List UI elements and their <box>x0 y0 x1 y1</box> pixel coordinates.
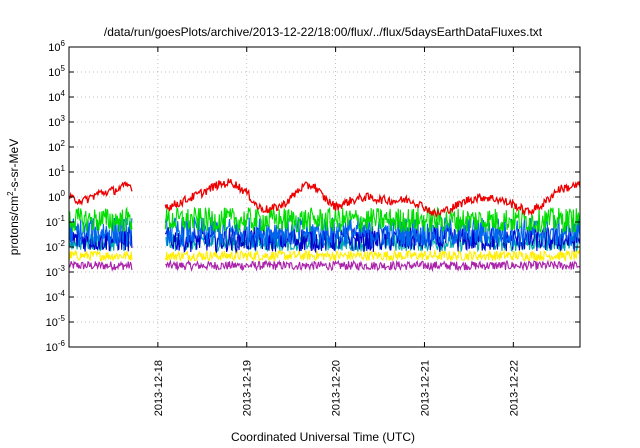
y-tick-label: 10-3 <box>46 264 66 279</box>
series-line <box>165 259 581 273</box>
y-axis-label-post: -s-sr-MeV <box>7 139 21 192</box>
y-tick-label: 10-4 <box>46 289 66 304</box>
y-tick-label: 104 <box>48 89 65 104</box>
x-tick-label: 2013-12-22 <box>508 360 520 416</box>
series-line <box>68 260 133 273</box>
y-tick-label: 103 <box>48 114 65 129</box>
x-tick-label: 2013-12-21 <box>419 360 431 416</box>
y-tick-label: 10-5 <box>46 314 66 329</box>
series-layer <box>68 178 581 273</box>
x-tick-label: 2013-12-19 <box>242 360 254 416</box>
y-tick-label: 105 <box>48 64 65 79</box>
x-tick-label: 2013-12-18 <box>153 360 165 416</box>
x-tick-label: 2013-12-20 <box>331 360 343 416</box>
x-axis-label: Coordinated Universal Time (UTC) <box>231 430 415 444</box>
y-axis-label-sup: 2 <box>6 191 15 196</box>
x-axis: 2013-12-18 2013-12-19 2013-12-20 2013-12-21… <box>153 47 520 416</box>
y-tick-label: 102 <box>48 139 65 154</box>
y-tick-label: 10-1 <box>46 214 66 229</box>
series-line <box>164 206 581 234</box>
series-line <box>164 248 581 263</box>
y-axis: 10-6 10-5 10-4 10-3 10-2 10-1 100 101 102 103 104 1… <box>46 39 580 354</box>
y-axis-label-pre: protons/cm <box>7 196 21 255</box>
y-tick-label: 10-6 <box>46 339 66 354</box>
y-axis-label: protons/cm2-s-sr-MeV <box>6 139 21 255</box>
series-line <box>164 178 581 219</box>
chart-title: /data/run/goesPlots/archive/2013-12-22/1… <box>104 25 543 39</box>
y-tick-label: 106 <box>48 39 65 54</box>
series-line <box>68 249 133 262</box>
y-tick-label: 100 <box>48 189 65 204</box>
series-line <box>164 216 581 249</box>
y-tick-label: 101 <box>48 164 65 179</box>
y-tick-label: 10-2 <box>46 239 66 254</box>
series-line <box>68 181 133 206</box>
series-line <box>68 206 133 233</box>
